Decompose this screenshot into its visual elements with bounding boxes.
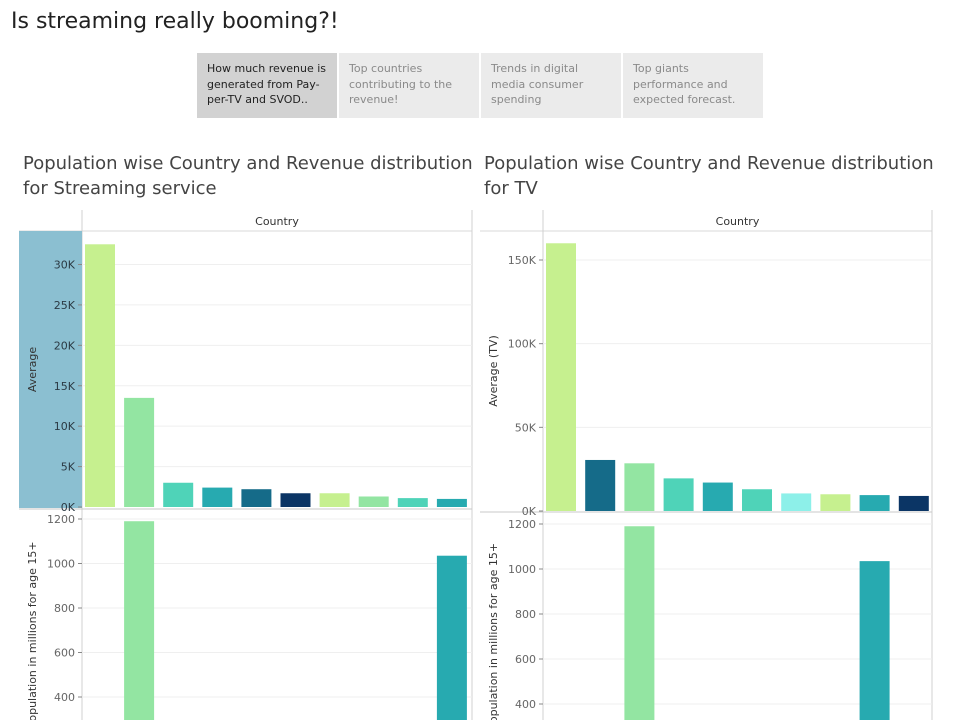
bar-top [397, 498, 428, 507]
y-tick-label: 1200 [47, 513, 75, 526]
bar-top [163, 482, 194, 507]
y-tick-label: 25K [54, 299, 76, 312]
tab-top-giants[interactable]: Top giants performance and expected fore… [623, 53, 763, 118]
bar-top [702, 482, 733, 511]
bar-top [280, 493, 311, 507]
y-tick-label: 800 [515, 608, 536, 621]
bar-bottom [859, 561, 890, 720]
bar-top [319, 493, 350, 507]
y-axis-title: Average (TV) [487, 335, 500, 407]
bar-top [859, 495, 890, 511]
y-tick-label: 0K [522, 505, 537, 518]
bar-top [202, 487, 233, 507]
y-tick-label: 100K [508, 338, 537, 351]
bar-top [85, 244, 115, 507]
dashboard-title: Is streaming really booming?! [11, 9, 339, 34]
y-tick-label: 400 [515, 698, 536, 711]
bar-top [585, 459, 616, 511]
bar-top [436, 498, 467, 507]
column-header-cell [543, 210, 932, 231]
bar-top [124, 397, 155, 507]
column-header-label: Country [255, 215, 299, 228]
streaming-chart-title: Population wise Country and Revenue dist… [23, 153, 473, 199]
y-tick-label: 800 [54, 602, 75, 615]
column-header-cell [82, 210, 472, 231]
y-tick-label: 1000 [508, 563, 536, 576]
y-axis-title: population in millions for age 15+ [487, 543, 500, 720]
bar-bottom [436, 555, 467, 720]
y-axis-title: population in millions for age 15+ [26, 541, 39, 720]
bar-top [898, 495, 929, 511]
bar-top [742, 489, 772, 511]
y-tick-label: 600 [54, 647, 75, 660]
y-tick-label: 600 [515, 653, 536, 666]
story-tabs: How much revenue is generated from Pay-p… [197, 53, 763, 118]
column-header-label: Country [716, 215, 760, 228]
y-tick-label: 5K [61, 461, 76, 474]
tab-digital-media-trends[interactable]: Trends in digital media consumer spendin… [481, 53, 621, 118]
bar-bottom [624, 526, 655, 720]
bar-top [358, 496, 389, 507]
bar-top [663, 478, 694, 511]
bar-top [241, 489, 272, 507]
y-tick-label: 400 [54, 691, 75, 704]
y-tick-label: 150K [508, 254, 537, 267]
bar-bottom [124, 521, 155, 720]
y-axis-title: Average [26, 347, 39, 392]
y-tick-label: 10K [54, 420, 76, 433]
y-tick-label: 1200 [508, 518, 536, 531]
bar-top [781, 493, 812, 511]
tv-chart-title: Population wise Country and Revenue dist… [484, 153, 934, 199]
y-tick-label: 15K [54, 380, 76, 393]
y-tick-label: 20K [54, 339, 76, 352]
y-tick-label: 0K [61, 501, 76, 514]
y-tick-label: 50K [515, 421, 537, 434]
y-axis-selection-highlight [19, 231, 82, 508]
bar-top [624, 463, 655, 511]
tab-top-countries[interactable]: Top countries contributing to the revenu… [339, 53, 479, 118]
y-tick-label: 1000 [47, 558, 75, 571]
tab-revenue-payper-svod[interactable]: How much revenue is generated from Pay-p… [197, 53, 337, 118]
y-tick-label: 30K [54, 259, 76, 272]
bar-top [820, 494, 851, 511]
bar-top [546, 243, 576, 511]
